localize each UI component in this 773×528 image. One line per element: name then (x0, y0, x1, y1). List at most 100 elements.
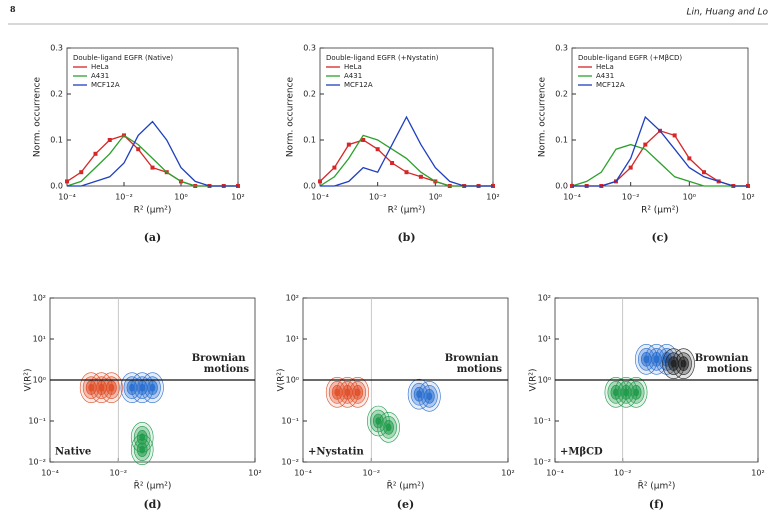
y-tick-label: 0.2 (555, 90, 568, 99)
legend-label: MCF12A (344, 81, 373, 89)
x-tick-label: 10⁰ (174, 193, 187, 202)
x-tick-label: 10² (751, 469, 764, 478)
legend-label: A431 (91, 72, 109, 80)
series-marker (318, 179, 322, 184)
y-tick-label: 10⁻² (281, 458, 299, 467)
series-line (67, 120, 238, 187)
plot-frame (319, 47, 494, 187)
legend-label: HeLa (91, 63, 109, 71)
x-axis-label: R² (μm²) (134, 206, 172, 216)
x-tick-label: 10⁻⁴ (41, 469, 59, 478)
contour-ring (663, 355, 670, 364)
region-label-line: motions (204, 364, 250, 375)
y-tick-label: 10⁰ (33, 376, 46, 385)
x-axis-label: R̄² (μm²) (134, 480, 172, 492)
y-tick-label: 0.3 (555, 44, 568, 53)
x-tick-label: 10⁻² (622, 193, 640, 202)
y-tick-label: 0.2 (50, 90, 63, 99)
legend-label: MCF12A (596, 81, 625, 89)
contour-ring (426, 392, 433, 401)
legend-label: A431 (344, 72, 362, 80)
y-tick-label: 10⁻² (533, 458, 551, 467)
y-tick-label: 10² (538, 294, 551, 303)
y-tick-label: 0.0 (555, 182, 568, 191)
contour-ring (108, 383, 115, 392)
series-line (572, 130, 748, 187)
series-marker (404, 170, 409, 175)
series-marker (390, 161, 395, 165)
x-tick-label: 10⁻² (110, 469, 128, 478)
legend-label: MCF12A (91, 81, 120, 89)
legend-title: Double-ligand EGFR (+MβCD) (578, 54, 682, 62)
y-tick-label: 0.2 (303, 90, 316, 99)
y-tick-label: 0.3 (50, 44, 63, 53)
x-tick-label: 10⁻⁴ (546, 469, 564, 478)
series-marker (136, 147, 141, 152)
x-tick-label: 10² (486, 193, 499, 202)
contour-ring (385, 423, 392, 432)
caption: (c) (651, 231, 668, 244)
region-label: Brownian motions (445, 353, 503, 375)
series-marker (79, 170, 84, 175)
region-label: Brownian motions (192, 353, 250, 375)
y-tick-label: 0.1 (50, 136, 63, 145)
y-axis-label: Norm. occurrence (33, 76, 43, 157)
y-axis-label: Norm. occurrence (286, 76, 296, 157)
legend-label: A431 (596, 72, 614, 80)
region-label-line: Brownian (695, 353, 752, 364)
series-marker (643, 142, 648, 147)
region-label: Brownian motions (695, 353, 753, 375)
caption: (f) (649, 498, 664, 511)
running-head: Lin, Huang and Lo (686, 8, 768, 18)
x-tick-label: 10⁻² (115, 193, 133, 202)
contour-ring (613, 388, 619, 397)
region-label-line: motions (457, 364, 503, 375)
caption: (d) (143, 498, 161, 511)
x-tick-label: 10² (741, 193, 754, 202)
y-tick-label: 10⁰ (538, 376, 551, 385)
series-line (66, 134, 238, 187)
series-marker (628, 165, 633, 170)
x-axis-label: R̄² (μm²) (638, 480, 676, 492)
plot-frame (66, 47, 239, 187)
series-line (66, 134, 238, 187)
region-label-line: motions (707, 364, 753, 375)
x-axis-label: R² (μm²) (641, 206, 679, 216)
x-tick-label: 10⁻⁴ (294, 469, 312, 478)
series-marker (107, 138, 112, 142)
y-tick-label: 10⁻¹ (281, 417, 299, 426)
x-tick-label: 10⁻⁴ (563, 193, 581, 202)
caption: (a) (144, 231, 162, 244)
y-tick-label: 10⁻¹ (28, 417, 46, 426)
series-marker (418, 174, 423, 179)
series-line (319, 134, 493, 187)
series-marker (93, 151, 98, 156)
condition-label: +MβCD (560, 447, 603, 458)
y-tick-label: 0.1 (303, 136, 316, 145)
legend-label: HeLa (344, 63, 362, 71)
x-axis-label: R̄² (μm²) (387, 480, 425, 492)
y-tick-label: 0.1 (555, 136, 568, 145)
y-axis-label: V(R²) (529, 368, 539, 391)
x-tick-label: 10² (248, 469, 261, 478)
x-tick-label: 10² (231, 193, 244, 202)
legend-title: Double-ligand EGFR (+Nystatin) (326, 54, 439, 62)
legend-label: HeLa (596, 63, 614, 71)
series-marker (375, 147, 380, 152)
caption: (b) (397, 231, 415, 244)
y-tick-label: 10¹ (286, 335, 299, 344)
series-line (571, 143, 748, 187)
series-marker (361, 138, 366, 142)
contour-ring (653, 355, 660, 364)
y-tick-label: 0.0 (50, 182, 63, 191)
x-tick-label: 10⁻⁴ (58, 193, 76, 202)
page-number: 8 (10, 4, 16, 14)
y-tick-label: 0.3 (303, 44, 316, 53)
y-tick-label: 10⁻¹ (533, 417, 551, 426)
legend-title: Double-ligand EGFR (Native) (73, 54, 173, 62)
y-tick-label: 10¹ (538, 335, 551, 344)
contour-ring (643, 355, 650, 364)
contour-ring (623, 388, 629, 397)
x-tick-label: 10² (501, 469, 514, 478)
x-axis-label: R² (μm²) (388, 206, 426, 216)
